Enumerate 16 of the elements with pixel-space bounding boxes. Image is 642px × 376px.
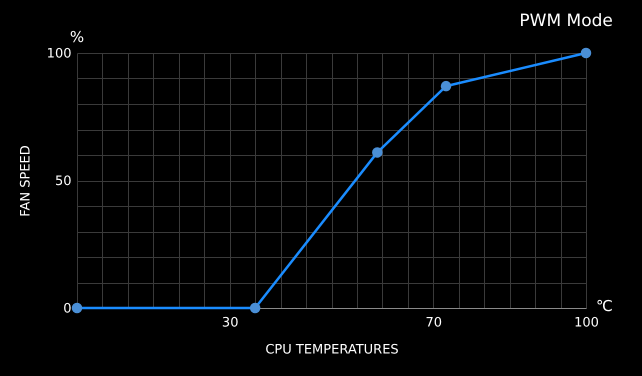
y-axis-title: FAN SPEED <box>18 145 34 217</box>
y-tick-label: 50 <box>54 174 72 189</box>
point <box>250 302 260 314</box>
x-tick-label: 70 <box>426 316 442 330</box>
x-axis-title: CPU TEMPERATURES <box>265 342 399 358</box>
point <box>72 302 82 314</box>
point <box>580 48 592 58</box>
y-tick-label: 100 <box>46 46 72 62</box>
chart-title: PWM Mode <box>519 11 613 31</box>
point <box>440 80 452 92</box>
x-tick-label: 100 <box>574 316 599 330</box>
text: % <box>70 28 84 46</box>
text: ℃ <box>596 297 613 315</box>
x-tick-label: 30 <box>222 316 238 330</box>
point <box>372 147 383 158</box>
y-tick-label: 0 <box>63 302 72 316</box>
